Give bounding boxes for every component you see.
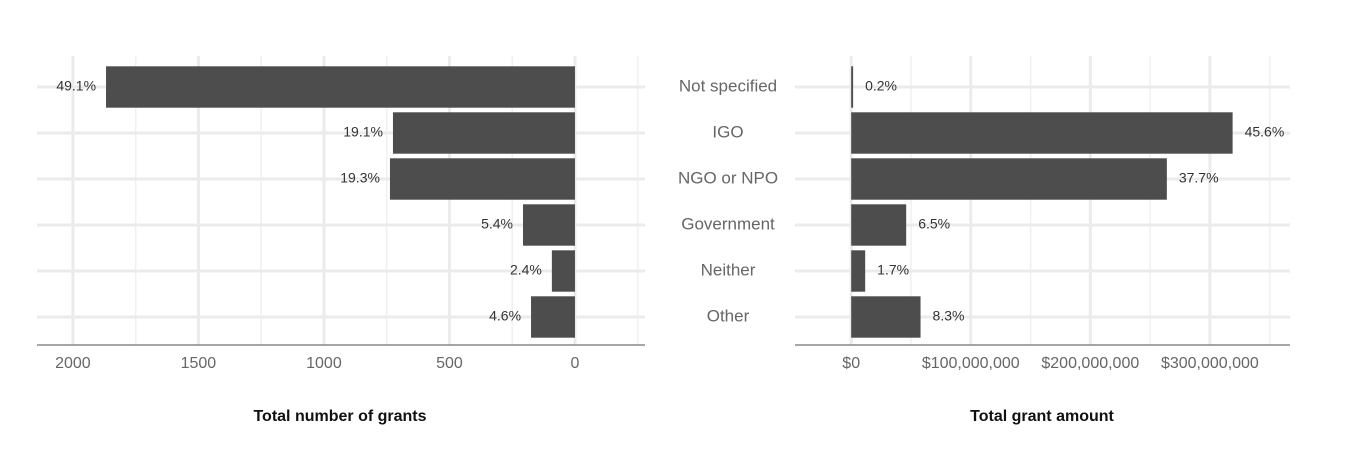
value-label: 45.6% — [1245, 124, 1285, 140]
bar — [851, 204, 907, 246]
x-tick-label: $200,000,000 — [1041, 355, 1139, 372]
value-label: 6.5% — [918, 216, 950, 232]
category-label: IGO — [712, 122, 743, 141]
bar — [551, 250, 575, 292]
category-label: Not specified — [679, 76, 777, 95]
bar — [851, 250, 866, 292]
bar — [106, 66, 575, 108]
x-tick-label: 1000 — [306, 355, 342, 372]
value-label: 19.1% — [343, 124, 383, 140]
x-tick-label: 2000 — [55, 355, 91, 372]
bar — [389, 158, 575, 200]
bar — [851, 158, 1167, 200]
x-axis-title: Total number of grants — [253, 408, 426, 425]
bar — [531, 296, 575, 338]
value-label: 19.3% — [340, 170, 380, 186]
category-label: NGO or NPO — [678, 168, 778, 187]
value-label: 2.4% — [510, 262, 542, 278]
value-label: 5.4% — [481, 216, 513, 232]
category-label: Neither — [701, 260, 756, 279]
x-tick-label: 500 — [436, 355, 463, 372]
value-label: 37.7% — [1179, 170, 1219, 186]
value-label: 4.6% — [489, 308, 521, 324]
bar — [392, 112, 575, 154]
bar — [851, 66, 854, 108]
x-tick-label: 0 — [571, 355, 580, 372]
category-label: Government — [681, 214, 775, 233]
bar — [522, 204, 575, 246]
value-label: 49.1% — [56, 78, 96, 94]
x-tick-label: $300,000,000 — [1161, 355, 1259, 372]
x-tick-label: 1500 — [181, 355, 217, 372]
bar — [851, 112, 1233, 154]
x-axis-title: Total grant amount — [970, 408, 1114, 425]
value-label: 8.3% — [933, 308, 965, 324]
x-tick-label: $100,000,000 — [922, 355, 1020, 372]
value-label: 0.2% — [865, 78, 897, 94]
category-label: Other — [707, 306, 750, 325]
bar — [851, 296, 921, 338]
x-tick-label: $0 — [842, 355, 860, 372]
value-label: 1.7% — [877, 262, 909, 278]
